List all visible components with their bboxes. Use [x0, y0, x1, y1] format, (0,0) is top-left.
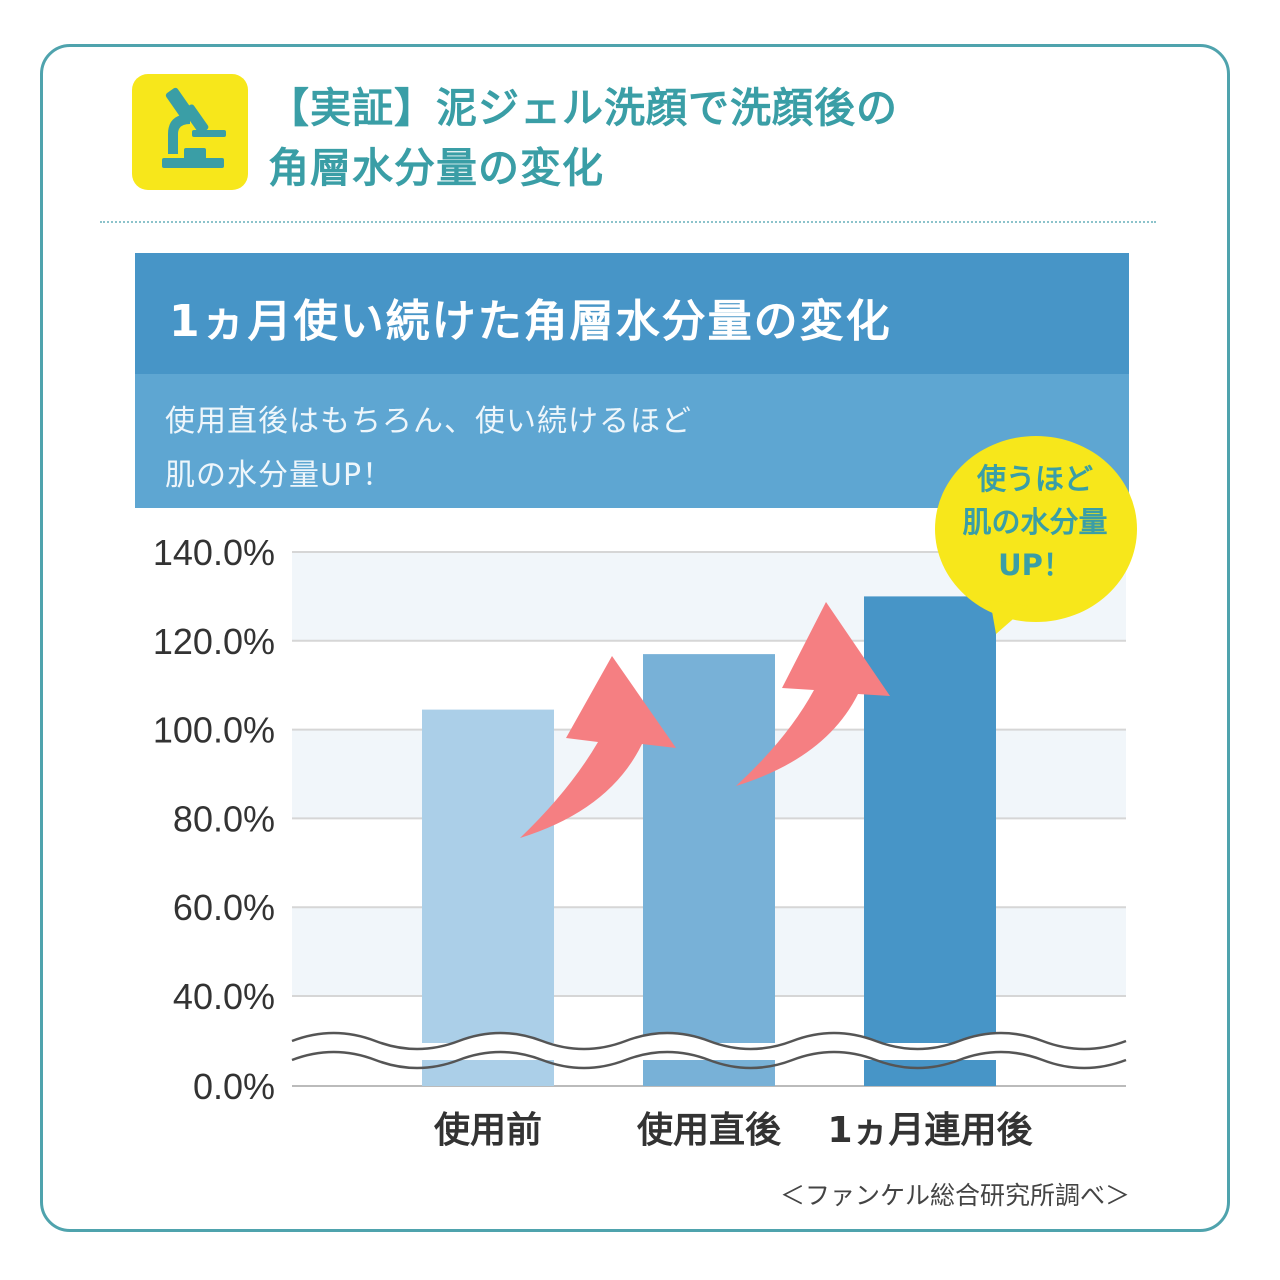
y-tick-label: 60.0% [173, 887, 275, 928]
callout-line-3: UP！ [998, 548, 1072, 582]
y-tick-label: 140.0% [153, 532, 275, 573]
microscope-icon [162, 87, 226, 168]
chart-heading: 1ヵ月使い続けた角層水分量の変化 [169, 296, 892, 347]
x-category-label: 使用前 [434, 1110, 542, 1151]
y-tick-label: 120.0% [153, 621, 275, 662]
callout-line-1: 使うほど [976, 462, 1093, 496]
bar [864, 596, 996, 1086]
callout-bubble-tail [990, 600, 1028, 634]
title-line-2: 角層水分量の変化 [268, 144, 604, 192]
x-category-label: 1ヵ月連用後 [827, 1110, 1033, 1151]
y-tick-label: 100.0% [153, 710, 275, 751]
bar [422, 709, 554, 1086]
break-line [291, 1050, 1127, 1070]
dotted-divider [100, 221, 1156, 223]
axis-break [288, 1031, 1130, 1070]
y-tick-label: 40.0% [173, 976, 275, 1017]
x-category-label: 使用直後 [637, 1110, 782, 1151]
y-tick-label: 80.0% [173, 798, 275, 839]
subheading-line-1: 使用直後はもちろん、使い続けるほど [165, 404, 692, 439]
callout-text: 使うほど 肌の水分量 UP！ [940, 458, 1130, 587]
subheading-line-2: 肌の水分量UP！ [165, 458, 394, 493]
title-line-1: 【実証】泥ジェル洗顔で洗顔後の [268, 84, 898, 132]
growth-arrow-1 [520, 656, 676, 838]
bar [643, 654, 775, 1086]
page-title: 【実証】泥ジェル洗顔で洗顔後の 角層水分量の変化 [268, 78, 898, 198]
callout-line-2: 肌の水分量 [962, 505, 1108, 539]
break-gap [288, 1043, 1130, 1058]
callout-bubble [935, 436, 1137, 622]
growth-arrow-2 [736, 602, 890, 786]
y-tick-label: 0.0% [193, 1066, 275, 1107]
break-line [291, 1031, 1127, 1051]
microscope-badge [132, 74, 248, 190]
chart-heading-bar: 1ヵ月使い続けた角層水分量の変化 [135, 253, 1129, 374]
source-note: ＜ファンケル総合研究所調べ＞ [779, 1181, 1130, 1210]
